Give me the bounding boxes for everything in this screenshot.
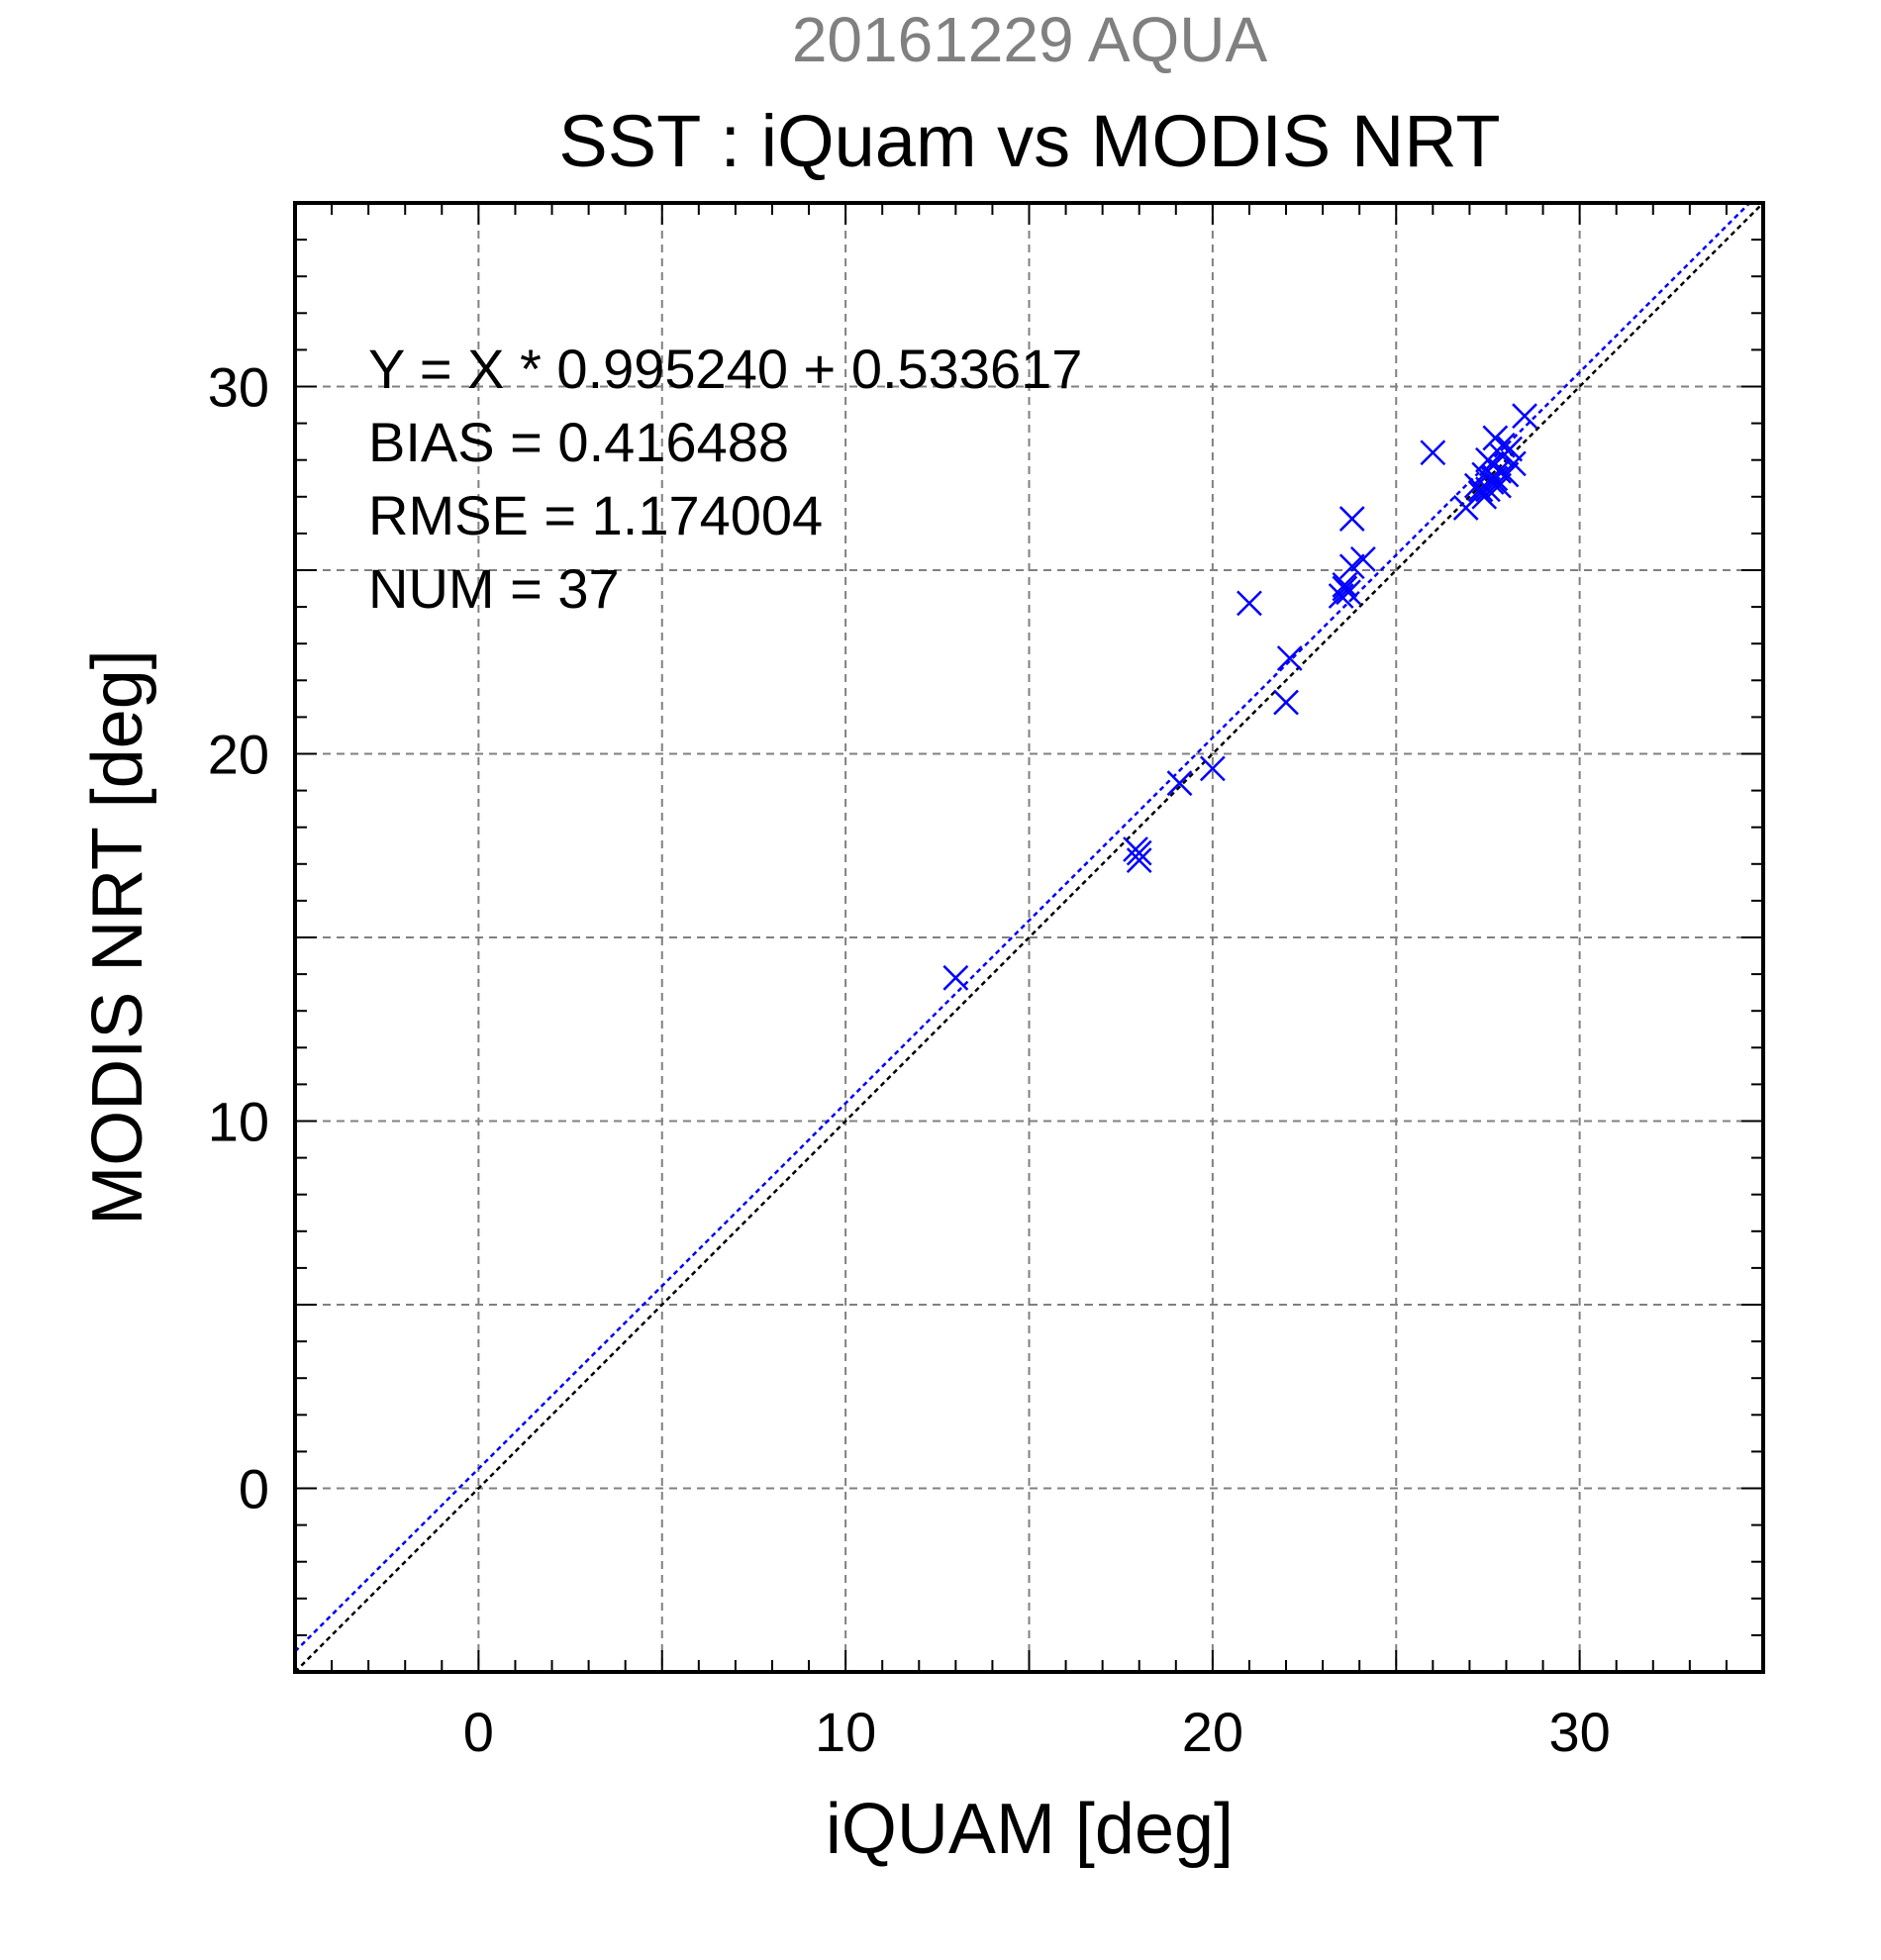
stats-num: NUM = 37	[368, 557, 620, 620]
data-point	[1338, 553, 1365, 580]
x-tick-label: 10	[815, 1701, 876, 1763]
data-point	[1486, 472, 1512, 499]
data-point	[1332, 571, 1358, 598]
y-tick-label: 20	[208, 724, 269, 786]
fit-line	[294, 202, 1751, 1653]
data-point	[1420, 440, 1446, 466]
y-axis-label: MODIS NRT [deg]	[78, 649, 157, 1225]
x-tick-label: 0	[463, 1701, 494, 1763]
data-point	[1237, 590, 1262, 617]
y-tick-label: 0	[239, 1458, 269, 1520]
data-point	[1336, 579, 1361, 606]
stats-bias: BIAS = 0.416488	[368, 411, 789, 473]
chart-title: SST : iQuam vs MODIS NRT	[558, 100, 1500, 182]
data-point	[1126, 839, 1152, 866]
x-tick-label: 20	[1182, 1701, 1243, 1763]
stats-box: Y = X * 0.995240 + 0.533617 BIAS = 0.416…	[368, 338, 1082, 620]
date-label: 20161229 AQUA	[792, 4, 1268, 75]
data-point	[1478, 469, 1505, 495]
data-point	[1338, 506, 1365, 532]
stats-fit-equation: Y = X * 0.995240 + 0.533617	[368, 338, 1082, 400]
data-point	[1166, 770, 1193, 797]
data-point	[1471, 483, 1498, 510]
stats-rmse: RMSE = 1.174004	[368, 484, 823, 546]
y-tick-label: 10	[208, 1091, 269, 1153]
data-point	[1349, 545, 1376, 572]
data-point	[1199, 755, 1226, 782]
data-point	[1273, 689, 1299, 716]
data-point	[1493, 461, 1520, 488]
data-point	[942, 964, 969, 991]
data-point	[1512, 403, 1537, 430]
data-point	[1497, 436, 1524, 462]
data-point	[1489, 432, 1516, 458]
data-points	[942, 403, 1537, 991]
y-tick-label: 30	[208, 356, 269, 419]
identity-line	[294, 202, 1764, 1673]
plot-frame	[293, 201, 1765, 1674]
x-tick-label: 30	[1548, 1701, 1610, 1763]
tick-labels: 0 10 20 30 0 10 20 30	[208, 356, 1611, 1764]
data-point	[1501, 450, 1527, 477]
x-axis-label: iQUAM [deg]	[826, 1790, 1234, 1869]
reference-lines	[294, 202, 1764, 1673]
data-point	[1126, 847, 1152, 873]
data-point	[1276, 645, 1303, 671]
